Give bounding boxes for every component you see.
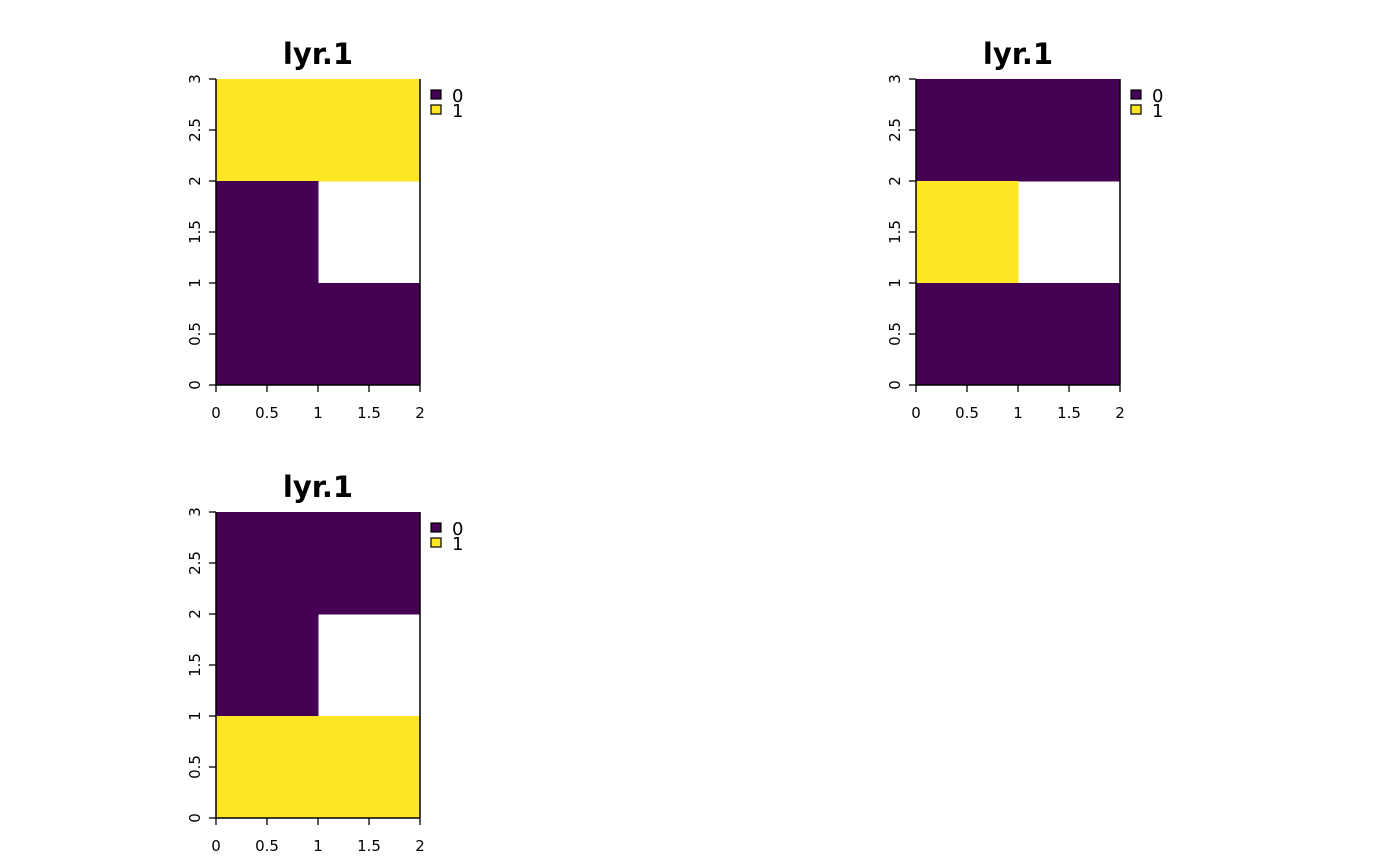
legend-swatch bbox=[430, 89, 442, 100]
raster-cell bbox=[216, 181, 319, 284]
x-tick-label: 2 bbox=[415, 837, 425, 855]
panel-title: lyr.1 bbox=[983, 37, 1053, 71]
raster-cell bbox=[916, 283, 1019, 386]
x-tick-label: 1 bbox=[1013, 404, 1023, 422]
raster-cell bbox=[216, 283, 319, 386]
panel-title: lyr.1 bbox=[283, 470, 353, 504]
y-tick-label: 3 bbox=[186, 74, 204, 84]
x-tick-label: 1 bbox=[313, 837, 323, 855]
legend-label: 1 bbox=[1152, 101, 1163, 122]
legend-label: 0 bbox=[1152, 86, 1163, 107]
raster-cell bbox=[216, 716, 319, 819]
y-tick-label: 1 bbox=[186, 278, 204, 288]
raster-cell bbox=[216, 79, 319, 182]
y-tick-label: 0 bbox=[186, 813, 204, 823]
raster-cell bbox=[216, 614, 319, 717]
x-tick-label: 1.5 bbox=[357, 404, 381, 422]
y-tick-label: 1.5 bbox=[186, 220, 204, 244]
legend-label: 0 bbox=[452, 519, 463, 540]
y-tick-label: 0.5 bbox=[886, 322, 904, 346]
legend-swatch bbox=[430, 537, 442, 548]
y-tick-label: 0 bbox=[186, 380, 204, 390]
raster-cell bbox=[1018, 79, 1121, 182]
raster-cell bbox=[318, 283, 421, 386]
y-tick-label: 1.5 bbox=[886, 220, 904, 244]
y-tick-label: 3 bbox=[186, 507, 204, 517]
raster-cell bbox=[916, 181, 1019, 284]
y-tick-label: 0 bbox=[886, 380, 904, 390]
y-tick-label: 2.5 bbox=[186, 118, 204, 142]
x-tick-label: 1 bbox=[313, 404, 323, 422]
legend-swatch bbox=[1130, 104, 1142, 115]
raster-cell bbox=[1018, 283, 1121, 386]
x-tick-label: 1.5 bbox=[1057, 404, 1081, 422]
raster-cell bbox=[318, 512, 421, 615]
x-tick-label: 2 bbox=[415, 404, 425, 422]
y-tick-label: 0.5 bbox=[186, 322, 204, 346]
legend-swatch bbox=[430, 104, 442, 115]
x-tick-label: 0.5 bbox=[955, 404, 979, 422]
y-tick-label: 2.5 bbox=[186, 551, 204, 575]
x-tick-label: 0.5 bbox=[255, 837, 279, 855]
panel-title: lyr.1 bbox=[283, 37, 353, 71]
raster-cell bbox=[216, 512, 319, 615]
legend-swatch bbox=[1130, 89, 1142, 100]
x-tick-label: 0.5 bbox=[255, 404, 279, 422]
y-tick-label: 2 bbox=[186, 609, 204, 619]
y-tick-label: 1 bbox=[886, 278, 904, 288]
x-tick-label: 2 bbox=[1115, 404, 1125, 422]
legend-label: 0 bbox=[452, 86, 463, 107]
legend-label: 1 bbox=[452, 534, 463, 555]
x-tick-label: 0 bbox=[211, 404, 221, 422]
raster-cell bbox=[318, 79, 421, 182]
y-tick-label: 3 bbox=[886, 74, 904, 84]
y-tick-label: 2 bbox=[886, 176, 904, 186]
y-tick-label: 1 bbox=[186, 711, 204, 721]
legend-label: 1 bbox=[452, 101, 463, 122]
y-tick-label: 1.5 bbox=[186, 653, 204, 677]
x-tick-label: 0 bbox=[911, 404, 921, 422]
raster-cell bbox=[916, 79, 1019, 182]
y-tick-label: 2.5 bbox=[886, 118, 904, 142]
y-tick-label: 0.5 bbox=[186, 755, 204, 779]
raster-cell bbox=[318, 716, 421, 819]
x-tick-label: 0 bbox=[211, 837, 221, 855]
x-tick-label: 1.5 bbox=[357, 837, 381, 855]
legend-swatch bbox=[430, 522, 442, 533]
y-tick-label: 2 bbox=[186, 176, 204, 186]
